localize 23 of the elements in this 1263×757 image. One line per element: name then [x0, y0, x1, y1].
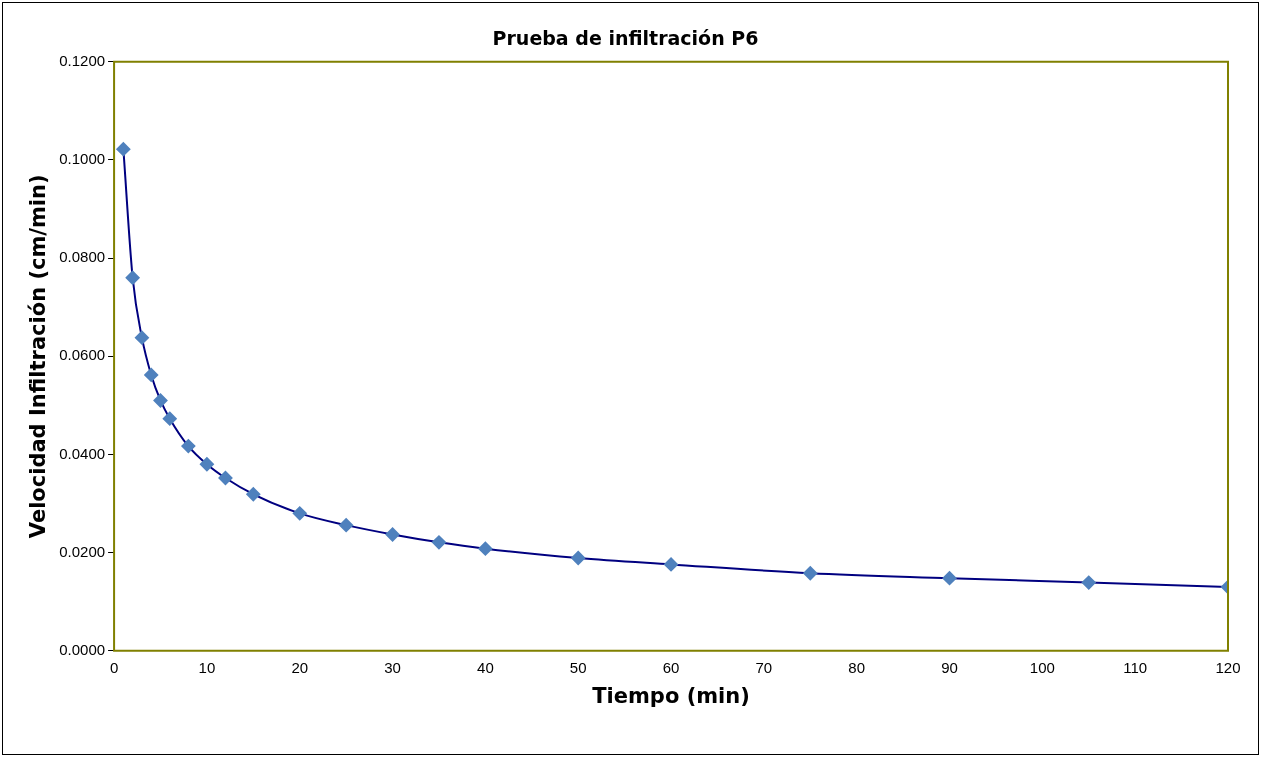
- y-tick-label: 0.0000: [59, 640, 106, 658]
- x-tick-label: 110: [1123, 658, 1148, 676]
- x-tick-label: 0: [109, 658, 119, 676]
- x-axis-title: Tiempo (min): [592, 683, 750, 708]
- x-tick-label: 10: [198, 658, 216, 676]
- x-tick-label: 40: [477, 658, 494, 676]
- x-tick-label: 90: [941, 658, 958, 676]
- x-tick-label: 50: [569, 658, 587, 676]
- y-tick-label: 0.0800: [59, 248, 106, 266]
- chart-title: Prueba de infiltración P6: [492, 27, 759, 50]
- x-tick-label: 20: [291, 658, 309, 676]
- y-tick-label: 0.1000: [59, 150, 106, 168]
- x-tick-label: 60: [662, 658, 680, 676]
- x-tick-label: 120: [1215, 658, 1241, 676]
- x-tick-label: 80: [848, 658, 866, 676]
- x-tick-label: 70: [755, 658, 773, 676]
- y-tick-label: 0.0600: [59, 346, 106, 364]
- y-tick-label: 0.0400: [59, 444, 106, 462]
- y-axis-title: Velocidad Infiltración (cm/min): [26, 174, 51, 539]
- y-tick-label: 0.0200: [59, 542, 106, 560]
- y-tick-label: 0.1200: [59, 51, 106, 69]
- x-tick-label: 30: [384, 658, 401, 676]
- x-tick-label: 100: [1029, 658, 1055, 676]
